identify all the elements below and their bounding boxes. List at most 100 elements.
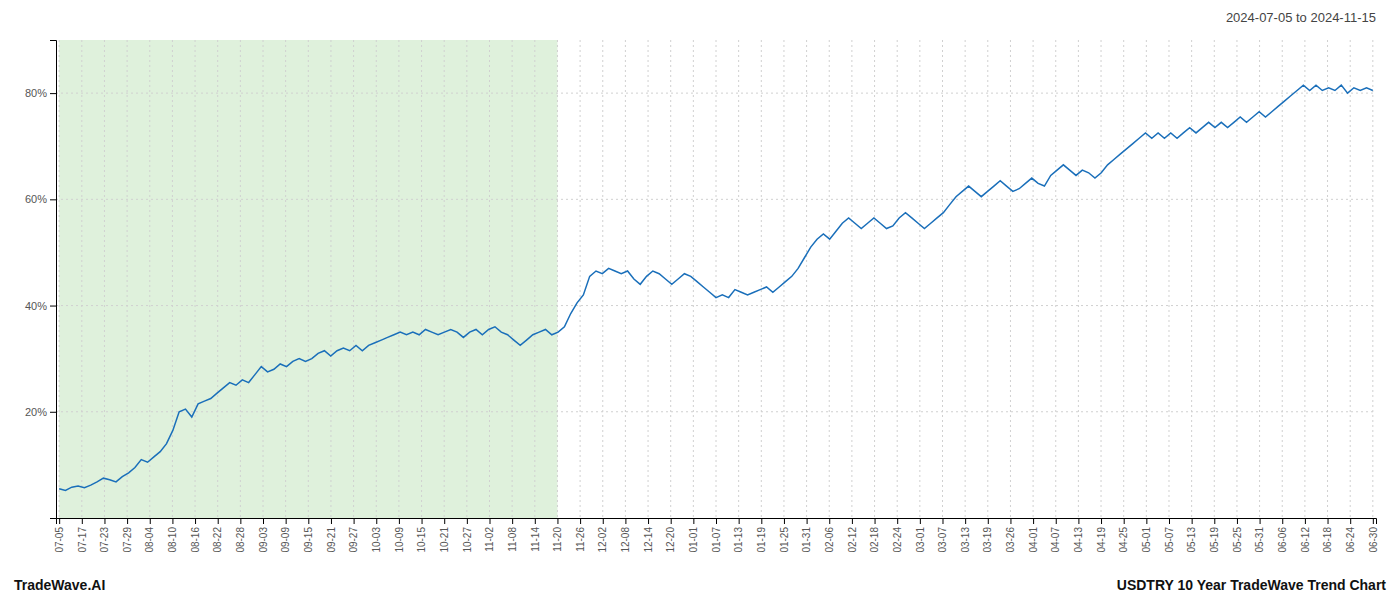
grid-line-x (489, 40, 490, 518)
x-tick: 03-26 (1005, 518, 1016, 553)
x-tick-label: 06-06 (1277, 527, 1288, 553)
x-tick-mark (1146, 518, 1147, 524)
x-tick-label: 05-19 (1209, 527, 1220, 553)
x-tick-mark (104, 518, 105, 524)
x-tick-label: 03-13 (960, 527, 971, 553)
grid-line-x (263, 40, 264, 518)
x-tick-label: 02-12 (847, 527, 858, 553)
x-tick-mark (422, 518, 423, 524)
x-tick: 05-01 (1141, 518, 1152, 553)
grid-line-x (806, 40, 807, 518)
x-tick-mark (1169, 518, 1170, 524)
x-tick-label: 08-16 (190, 527, 201, 553)
y-axis: 20%40%60%80% (25, 41, 57, 519)
x-tick-label: 11-14 (530, 527, 541, 552)
grid-line-x (738, 40, 739, 518)
x-tick-mark (1328, 518, 1329, 524)
grid-line-x (172, 40, 173, 518)
x-tick: 02-12 (847, 518, 858, 553)
x-tick: 02-18 (869, 518, 880, 553)
x-tick-label: 11-02 (484, 527, 495, 552)
x-tick-label: 09-03 (258, 527, 269, 553)
grid-line-x (1304, 40, 1305, 518)
x-tick-label: 11-08 (507, 527, 518, 552)
grid-line-x (1282, 40, 1283, 518)
x-tick-mark (807, 518, 808, 524)
x-tick: 04-13 (1073, 518, 1084, 553)
x-tick-label: 07-29 (122, 527, 133, 553)
grid-line-x (1214, 40, 1215, 518)
x-tick: 05-19 (1209, 518, 1220, 553)
x-tick-mark (852, 518, 853, 524)
x-tick-label: 07-05 (54, 527, 65, 553)
x-tick-label: 08-28 (235, 527, 246, 553)
x-tick-mark (376, 518, 377, 524)
x-tick-mark (920, 518, 921, 524)
x-tick: 01-01 (688, 518, 699, 553)
x-tick: 06-06 (1277, 518, 1288, 553)
x-axis-line (57, 519, 1377, 525)
grid-line-x (1168, 40, 1169, 518)
x-tick-mark (535, 518, 536, 524)
x-tick-mark (331, 518, 332, 524)
x-tick-mark (444, 518, 445, 524)
grid-line-x (59, 40, 60, 518)
x-tick-label: 06-18 (1322, 527, 1333, 553)
x-tick-label: 09-09 (280, 527, 291, 553)
x-tick-label: 03-01 (915, 527, 926, 553)
spans (59, 40, 557, 518)
x-tick-mark (1305, 518, 1306, 524)
grid-line-x (557, 40, 558, 518)
x-tick: 01-07 (711, 518, 722, 553)
x-tick-label: 01-07 (711, 527, 722, 553)
x-tick: 06-30 (1368, 518, 1379, 553)
x-tick-label: 08-10 (167, 527, 178, 553)
grid-line-x (580, 40, 581, 518)
grid-line-x (1350, 40, 1351, 518)
x-tick-mark (1214, 518, 1215, 524)
x-tick-mark (716, 518, 717, 524)
x-tick: 03-13 (960, 518, 971, 553)
grid-line-x (919, 40, 920, 518)
y-tick-mark (50, 306, 56, 307)
x-tick-mark (1010, 518, 1011, 524)
x-tick-mark (557, 518, 558, 524)
x-tick-label: 10-09 (394, 527, 405, 553)
x-tick-mark (218, 518, 219, 524)
x-tick-mark (671, 518, 672, 524)
x-tick-mark (784, 518, 785, 524)
x-tick-mark (150, 518, 151, 524)
x-tick-mark (693, 518, 694, 524)
grid-line-x (1123, 40, 1124, 518)
x-tick: 10-03 (371, 518, 382, 553)
x-tick: 12-20 (665, 518, 676, 553)
x-tick-label: 03-26 (1005, 527, 1016, 553)
grid-line-x (512, 40, 513, 518)
x-tick-mark (1101, 518, 1102, 524)
x-tick: 03-01 (915, 518, 926, 553)
y-tick: 60% (25, 193, 56, 205)
x-tick-mark (195, 518, 196, 524)
x-tick-label: 04-25 (1118, 527, 1129, 553)
x-tick-label: 03-07 (937, 527, 948, 553)
x-tick-mark (399, 518, 400, 524)
x-tick: 09-21 (326, 518, 337, 553)
x-tick: 12-02 (597, 518, 608, 553)
x-tick: 11-02 (484, 518, 495, 552)
x-tick-mark (1282, 518, 1283, 524)
x-tick-label: 11-20 (552, 527, 563, 552)
grid-line-x (127, 40, 128, 518)
x-tick-mark (82, 518, 83, 524)
x-tick-label: 12-20 (665, 527, 676, 553)
x-tick-label: 05-07 (1164, 527, 1175, 553)
x-tick-mark (1350, 518, 1351, 524)
x-tick: 12-14 (643, 518, 654, 553)
x-tick: 01-31 (801, 518, 812, 553)
line (59, 85, 1373, 490)
x-axis: 07-0507-1707-2307-2908-0408-1008-1608-22… (54, 518, 1379, 553)
x-tick-mark (240, 518, 241, 524)
grid-line-x (1078, 40, 1079, 518)
x-tick-mark (263, 518, 264, 524)
grid-line-x (1146, 40, 1147, 518)
x-tick: 09-15 (303, 518, 314, 553)
